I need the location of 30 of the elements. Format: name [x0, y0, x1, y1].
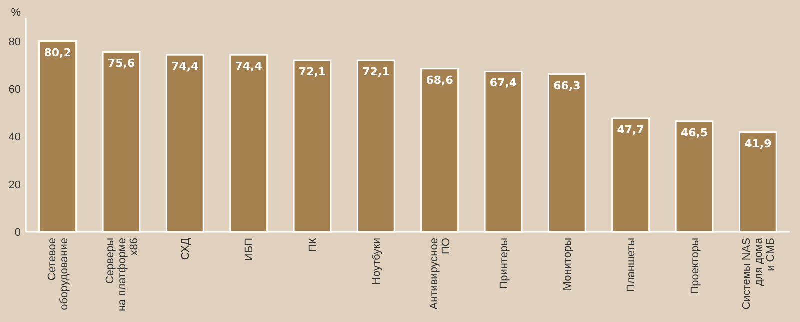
x-tick-label: Системы NAS для дома и СМБ	[741, 237, 778, 310]
data-label: 75,6	[108, 57, 136, 70]
y-tick-label: 20	[8, 179, 21, 192]
x-tick-label: Антивирусное ПО	[428, 238, 453, 310]
data-label: 66,3	[554, 79, 581, 92]
x-tick-label: СХД	[180, 237, 192, 260]
x-tick-label: ПК	[307, 237, 320, 252]
data-label: 68,6	[426, 74, 454, 87]
data-label: 72,1	[362, 66, 390, 79]
y-tick-label: 0	[14, 226, 21, 239]
y-tick-label: 80	[8, 36, 21, 49]
y-tick-label: 40	[8, 132, 21, 144]
data-label: 74,4	[235, 60, 263, 74]
x-tick-label: Принтеры	[498, 238, 510, 290]
x-tick-label: Серверы на платформе x86	[104, 238, 140, 312]
x-tick-label: Проекторы	[689, 238, 702, 294]
data-label: 47,7	[617, 124, 644, 137]
data-label: 41,9	[744, 137, 772, 150]
x-tick-label: Сетевое оборудование	[46, 238, 71, 310]
data-label: 72,1	[298, 66, 326, 79]
x-tick-label: ИБП	[244, 238, 256, 262]
data-label: 46,5	[680, 126, 708, 140]
y-axis-title: %	[11, 7, 22, 19]
x-tick-label: Планшеты	[626, 238, 638, 292]
x-tick-label: Мониторы	[562, 238, 574, 291]
data-label: 80,2	[44, 46, 72, 60]
data-label: 67,4	[490, 76, 518, 90]
data-label: 74,4	[172, 60, 200, 74]
x-tick-label: Ноутбуки	[371, 238, 384, 285]
y-tick-label: 60	[8, 84, 21, 96]
